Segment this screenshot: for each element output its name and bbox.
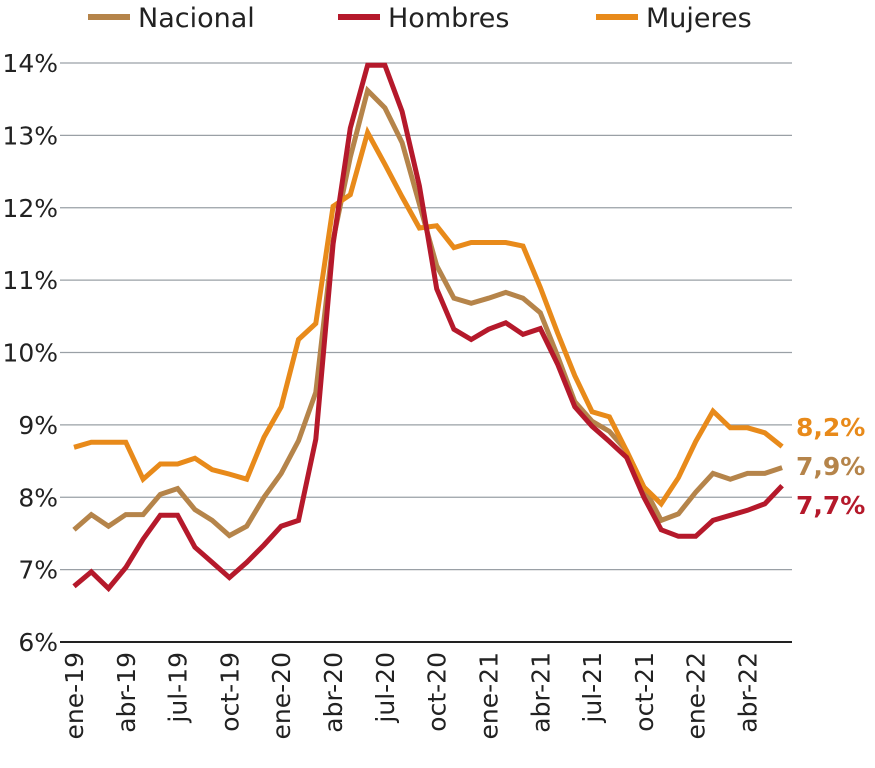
x-tick-label: ene-19 (60, 652, 89, 739)
legend-label-hombres: Hombres (388, 3, 509, 34)
x-tick-label: oct-21 (630, 652, 659, 732)
x-tick-label: abr-20 (319, 652, 348, 733)
x-tick-label: abr-19 (112, 652, 141, 733)
y-tick-label: 6% (18, 628, 58, 657)
x-tick-label: jul-20 (371, 652, 400, 724)
end-label-mujeres: 8,2% (796, 413, 865, 442)
x-tick-label: oct-20 (423, 652, 452, 732)
legend: Nacional Hombres Mujeres (88, 3, 752, 34)
x-tick-label: ene-20 (267, 652, 296, 739)
y-tick-label: 7% (18, 556, 58, 585)
y-tick-label: 14% (2, 49, 58, 78)
end-label-nacional: 7,9% (796, 452, 865, 481)
x-tick-label: ene-21 (474, 652, 503, 739)
series-line-hombres (72, 62, 784, 593)
y-tick-label: 12% (2, 194, 58, 223)
gridlines (60, 62, 792, 643)
series-line-mujeres (73, 125, 784, 508)
y-tick-label: 10% (2, 339, 58, 368)
x-tick-label: oct-19 (215, 652, 244, 732)
series-lines (72, 62, 784, 593)
x-tick-label: ene-22 (682, 652, 711, 739)
legend-label-nacional: Nacional (138, 3, 255, 34)
series-line-nacional (72, 85, 783, 539)
y-tick-label: 9% (18, 411, 58, 440)
y-tick-label: 13% (2, 121, 58, 150)
x-tick-label: jul-19 (164, 652, 193, 724)
end-label-hombres: 7,7% (796, 491, 865, 520)
y-tick-label: 11% (2, 266, 58, 295)
legend-label-mujeres: Mujeres (646, 3, 752, 34)
x-axis: ene-19 abr-19 jul-19 oct-19 ene-20 abr-20 jul-… (60, 652, 763, 739)
x-tick-label: abr-22 (734, 652, 763, 733)
end-labels: 7,9% 7,7% 8,2% (796, 413, 865, 520)
y-axis: 6% 7% 8% 9% 10% 11% 12% 13% 14% (2, 49, 58, 657)
y-tick-label: 8% (18, 483, 58, 512)
x-tick-label: abr-21 (526, 652, 555, 733)
x-tick-label: jul-21 (578, 652, 607, 724)
